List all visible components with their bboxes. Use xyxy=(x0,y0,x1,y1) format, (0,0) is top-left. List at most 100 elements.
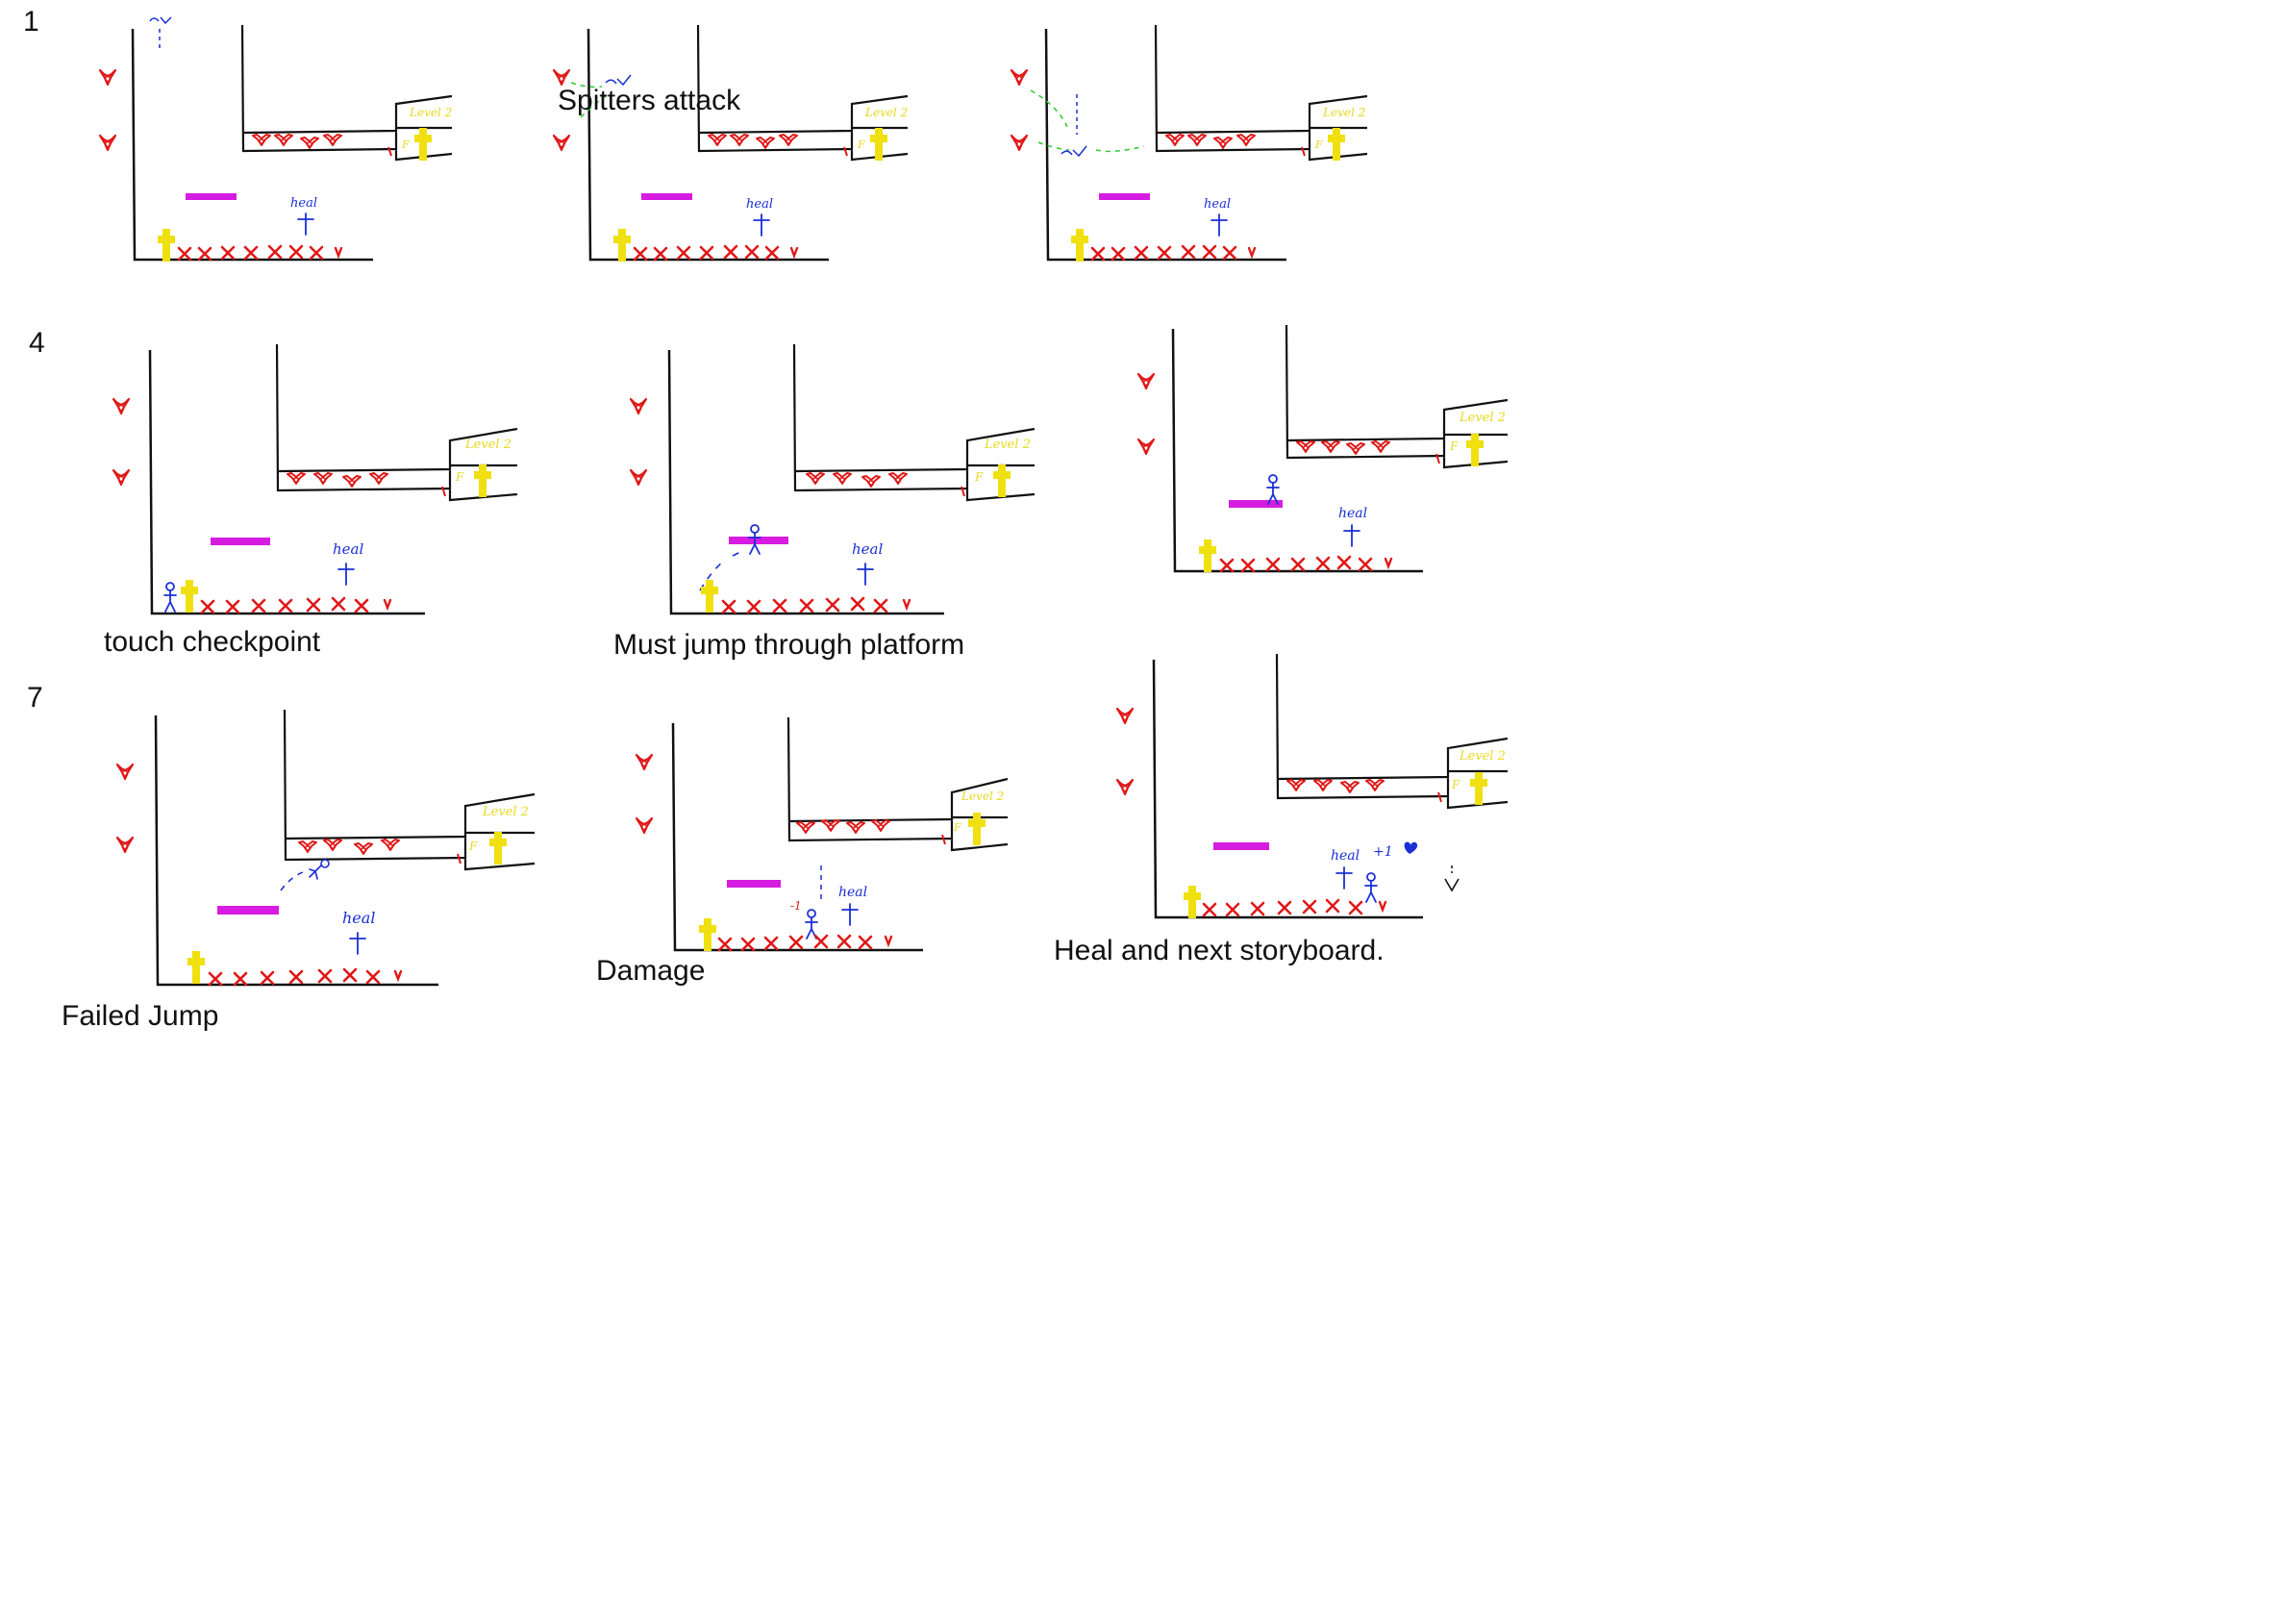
bat-icon xyxy=(1365,779,1385,791)
platform xyxy=(211,538,270,545)
bat-icon xyxy=(796,821,815,834)
checkpoint-icon xyxy=(158,229,175,262)
jump-trail xyxy=(280,870,307,891)
bat-icon xyxy=(323,134,342,146)
player-icon xyxy=(1266,474,1280,505)
frame-9: F Level 2 heal +1 xyxy=(1115,653,1508,918)
platform xyxy=(217,906,279,915)
spike-row xyxy=(1090,244,1257,262)
heal-label: heal xyxy=(333,540,363,558)
spitter-icon xyxy=(112,397,131,415)
heal-label: heal xyxy=(290,196,317,211)
spitter-icon xyxy=(1115,707,1135,725)
caption-must-jump: Must jump through platform xyxy=(613,629,965,661)
bat-icon xyxy=(1236,134,1256,146)
damage-label: -1 xyxy=(790,899,802,913)
level2-label: Level 2 xyxy=(409,106,452,119)
spitter-icon xyxy=(112,468,131,487)
checkpoint-icon xyxy=(1184,886,1201,918)
spitter-icon xyxy=(98,68,117,87)
level2-label: Level 2 xyxy=(482,805,529,819)
bat-icon xyxy=(274,134,293,146)
spitter-icon xyxy=(1115,778,1135,796)
heal-cross-icon xyxy=(337,563,355,586)
next-arrow-icon xyxy=(1444,865,1460,892)
caption-touch-checkpoint: touch checkpoint xyxy=(104,626,321,658)
level2-label: Level 2 xyxy=(1459,749,1506,764)
checkpoint-icon xyxy=(699,918,716,951)
platform xyxy=(729,537,788,544)
key-label: F xyxy=(953,821,961,834)
bat-icon xyxy=(369,472,388,485)
bat-icon xyxy=(300,137,319,149)
heal-label: heal xyxy=(1331,848,1360,864)
exit-cross-icon xyxy=(489,832,507,865)
level2-label: Level 2 xyxy=(961,789,1004,803)
heal-cross-icon xyxy=(841,903,859,926)
bat-icon xyxy=(1321,440,1340,453)
heal-cross-icon xyxy=(1335,866,1353,890)
key-label: F xyxy=(1449,439,1459,453)
exit-cross-icon xyxy=(474,464,491,497)
heal-label: heal xyxy=(1338,506,1367,521)
platform xyxy=(641,193,692,200)
heal-cross-icon xyxy=(857,563,874,586)
checkpoint-icon xyxy=(1071,229,1088,262)
checkpoint-icon xyxy=(613,229,631,262)
frame-3: F Level 2 heal xyxy=(1010,24,1368,262)
player-icon xyxy=(309,859,330,880)
bat-icon xyxy=(1313,779,1333,791)
checkpoint-icon xyxy=(181,580,198,613)
platform xyxy=(727,880,781,888)
storyboard-canvas: F Level 2 heal F Level 2 heal xyxy=(98,16,1508,1053)
bat-icon xyxy=(313,472,333,485)
bat-icon xyxy=(298,840,317,853)
frame-8: F Level 2 -1 heal xyxy=(635,716,1009,951)
frame-number-7: 7 xyxy=(27,682,43,714)
spitter-icon xyxy=(1136,372,1156,390)
bat-icon xyxy=(1346,442,1365,455)
heal-label: heal xyxy=(838,885,867,900)
bat-icon xyxy=(342,475,362,488)
frame-number-4: 4 xyxy=(29,327,45,359)
key-label: F xyxy=(401,138,410,151)
spike-row xyxy=(208,967,403,987)
player-icon xyxy=(605,74,632,87)
platform xyxy=(1213,842,1269,850)
key-label: F xyxy=(857,138,865,151)
left-wall xyxy=(131,28,373,262)
spitter-icon xyxy=(629,397,648,415)
player-icon xyxy=(163,582,177,613)
heart-icon xyxy=(1404,841,1418,854)
spit-trail xyxy=(570,82,607,118)
level2-label: Level 2 xyxy=(1459,411,1506,425)
exit-cross-icon xyxy=(1466,434,1484,466)
player-icon xyxy=(1061,145,1087,158)
bat-icon xyxy=(730,134,749,146)
key-label: F xyxy=(1451,778,1460,791)
heal-label: heal xyxy=(852,540,883,558)
bat-icon xyxy=(833,472,852,485)
bat-icon xyxy=(1165,134,1185,146)
heal-cross-icon xyxy=(1210,213,1228,237)
caption-spitters-attack: Spitters attack xyxy=(558,85,741,116)
caption-heal-next: Heal and next storyboard. xyxy=(1054,935,1385,966)
caption-failed-jump: Failed Jump xyxy=(62,1000,219,1032)
spitter-icon xyxy=(1010,134,1029,152)
bat-icon xyxy=(1286,779,1306,791)
bat-icon xyxy=(756,137,775,149)
level2-label: Level 2 xyxy=(464,438,512,452)
spitter-icon xyxy=(115,763,135,781)
frame-4: F Level 2 heal xyxy=(112,343,518,614)
spitter-icon xyxy=(1136,438,1156,456)
bat-icon xyxy=(252,134,271,146)
bat-icon xyxy=(1213,137,1233,149)
spitter-icon xyxy=(98,134,117,152)
exit-cross-icon xyxy=(993,464,1011,497)
heal-cross-icon xyxy=(753,213,770,237)
bat-icon xyxy=(1187,134,1207,146)
spitter-icon xyxy=(115,836,135,854)
spitter-icon xyxy=(552,134,571,152)
frame-2: F Level 2 heal xyxy=(552,24,908,262)
spike-row xyxy=(200,596,392,614)
